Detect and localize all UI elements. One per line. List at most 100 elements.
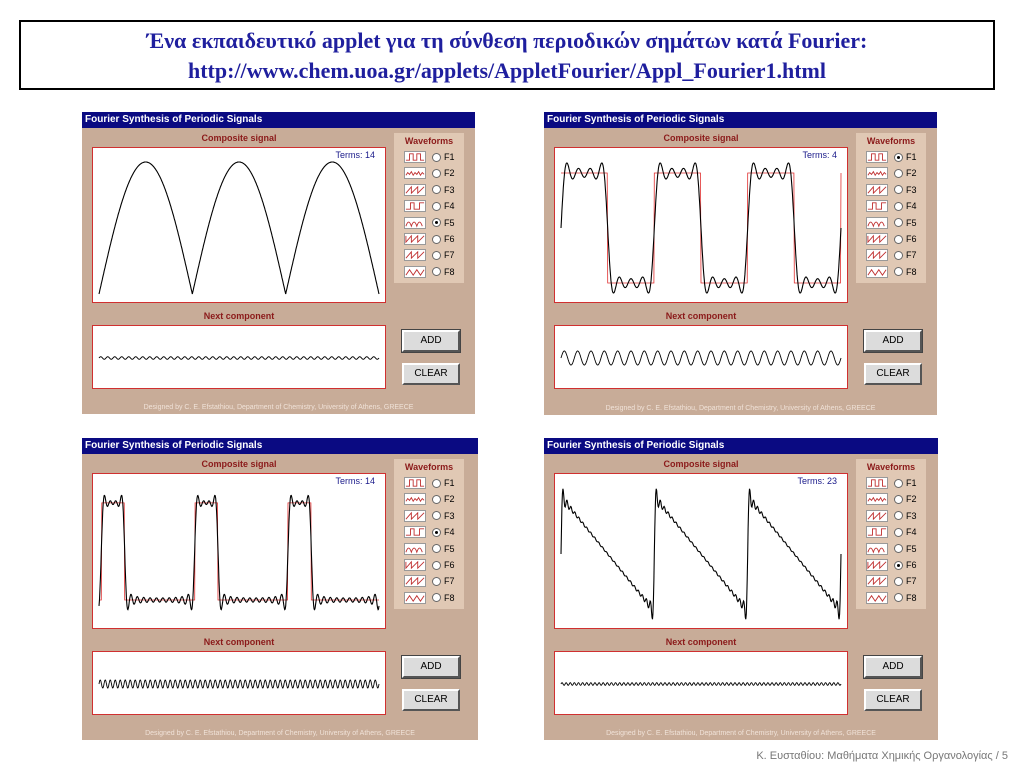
waveform-option-f3[interactable]: F3: [866, 509, 917, 523]
waveform-option-f3[interactable]: F3: [866, 183, 917, 197]
clear-button[interactable]: CLEAR: [864, 363, 922, 385]
waveform-f4-icon: [404, 526, 426, 539]
waveform-radio-f8[interactable]: [432, 593, 441, 603]
waveform-radio-f2[interactable]: [894, 168, 903, 178]
waveform-radio-f7[interactable]: [432, 250, 441, 260]
waveform-radio-f8[interactable]: [432, 267, 441, 277]
waveform-option-f7[interactable]: F7: [404, 248, 455, 262]
waveform-f3-icon: [404, 183, 426, 196]
waveform-radio-f4[interactable]: [432, 527, 441, 537]
waveform-radio-f3[interactable]: [894, 185, 903, 195]
waveform-option-f5[interactable]: F5: [866, 216, 917, 230]
waveform-f6-icon: [866, 559, 888, 571]
waveform-radio-f6[interactable]: [432, 560, 441, 570]
waveform-radio-f2[interactable]: [432, 168, 441, 178]
waveform-f7-icon: [404, 249, 426, 262]
waveform-radio-f6[interactable]: [432, 234, 441, 244]
waveform-radio-f4[interactable]: [894, 201, 903, 211]
waveform-radio-f1[interactable]: [894, 478, 903, 488]
waveform-option-f1[interactable]: F1: [866, 476, 917, 490]
waveform-option-f5[interactable]: F5: [404, 216, 455, 230]
waveform-option-f3[interactable]: F3: [404, 183, 455, 197]
next-component-graph: [98, 679, 380, 689]
waveforms-label: Waveforms: [866, 462, 916, 472]
waveform-radio-f4[interactable]: [894, 527, 903, 537]
clear-button[interactable]: CLEAR: [402, 689, 460, 711]
waveform-radio-f2[interactable]: [432, 494, 441, 504]
waveform-radio-f8[interactable]: [894, 593, 903, 603]
waveform-radio-f5[interactable]: [894, 544, 903, 554]
waveforms-label: Waveforms: [404, 462, 454, 472]
waveform-label: F3: [444, 510, 455, 521]
waveform-option-f7[interactable]: F7: [866, 248, 917, 262]
clear-button[interactable]: CLEAR: [864, 689, 922, 711]
waveform-option-f4[interactable]: F4: [866, 199, 917, 213]
waveform-f7-icon: [866, 575, 888, 588]
waveform-option-f6[interactable]: F6: [404, 232, 455, 246]
waveform-label: F2: [906, 168, 917, 179]
waveform-option-f8[interactable]: F8: [866, 265, 917, 279]
terms-count: Terms: 23: [797, 476, 837, 486]
waveform-option-f4[interactable]: F4: [866, 525, 917, 539]
terms-count: Terms: 4: [802, 150, 837, 160]
waveform-label: F3: [444, 184, 455, 195]
waveform-radio-f5[interactable]: [432, 218, 441, 228]
waveform-radio-f6[interactable]: [894, 234, 903, 244]
waveform-radio-f1[interactable]: [894, 152, 903, 162]
waveform-radio-f3[interactable]: [432, 511, 441, 521]
waveform-label: F2: [444, 168, 455, 179]
waveform-f2-icon: [866, 493, 888, 506]
add-button[interactable]: ADD: [863, 329, 923, 353]
waveform-radio-f4[interactable]: [432, 201, 441, 211]
waveform-radio-f7[interactable]: [432, 576, 441, 586]
waveform-radio-f8[interactable]: [894, 267, 903, 277]
waveform-radio-f1[interactable]: [432, 152, 441, 162]
waveform-radio-f3[interactable]: [432, 185, 441, 195]
waveform-option-f6[interactable]: F6: [866, 232, 917, 246]
waveform-option-f2[interactable]: F2: [866, 492, 917, 506]
waveform-option-f8[interactable]: F8: [866, 591, 917, 605]
waveform-radio-f5[interactable]: [432, 544, 441, 554]
waveform-f7-icon: [404, 575, 426, 588]
waveform-option-f7[interactable]: F7: [866, 574, 917, 588]
waveform-option-f2[interactable]: F2: [404, 492, 455, 506]
waveform-option-f7[interactable]: F7: [404, 574, 455, 588]
waveform-radio-f7[interactable]: [894, 250, 903, 260]
next-component-plot: [554, 325, 848, 389]
waveform-radio-f7[interactable]: [894, 576, 903, 586]
waveform-radio-f5[interactable]: [894, 218, 903, 228]
waveform-label: F4: [906, 201, 917, 212]
waveform-option-f1[interactable]: F1: [404, 150, 455, 164]
waveform-label: F1: [444, 478, 455, 488]
add-button[interactable]: ADD: [401, 655, 461, 679]
waveform-option-f6[interactable]: F6: [866, 558, 917, 572]
waveform-option-f8[interactable]: F8: [404, 265, 455, 279]
waveform-option-f5[interactable]: F5: [866, 542, 917, 556]
waveform-option-f2[interactable]: F2: [404, 166, 455, 180]
waveform-option-f1[interactable]: F1: [866, 150, 917, 164]
waveform-option-f3[interactable]: F3: [404, 509, 455, 523]
waveform-option-f1[interactable]: F1: [404, 476, 455, 490]
waveform-label: F7: [906, 250, 917, 261]
add-button[interactable]: ADD: [863, 655, 923, 679]
next-component-line: [98, 679, 380, 689]
waveform-option-f2[interactable]: F2: [866, 166, 917, 180]
waveform-radio-f2[interactable]: [894, 494, 903, 504]
waveform-radio-f1[interactable]: [432, 478, 441, 488]
waveform-option-f5[interactable]: F5: [404, 542, 455, 556]
waveform-radio-f3[interactable]: [894, 511, 903, 521]
waveform-f8-icon: [404, 591, 426, 604]
slide-title: Ένα εκπαιδευτικό applet για τη σύνθεση π…: [19, 20, 995, 90]
clear-button[interactable]: CLEAR: [402, 363, 460, 385]
waveform-radio-f6[interactable]: [894, 560, 903, 570]
waveform-option-f6[interactable]: F6: [404, 558, 455, 572]
add-button[interactable]: ADD: [401, 329, 461, 353]
applet-title-bar: Fourier Synthesis of Periodic Signals: [544, 112, 937, 128]
waveform-f3-icon: [404, 509, 426, 522]
waveform-option-f8[interactable]: F8: [404, 591, 455, 605]
waveform-f1-icon: [866, 477, 888, 489]
waveform-option-f4[interactable]: F4: [404, 199, 455, 213]
waveform-label: F8: [906, 266, 917, 277]
fourier-applet-4: Fourier Synthesis of Periodic Signals Co…: [544, 438, 938, 740]
waveform-option-f4[interactable]: F4: [404, 525, 455, 539]
